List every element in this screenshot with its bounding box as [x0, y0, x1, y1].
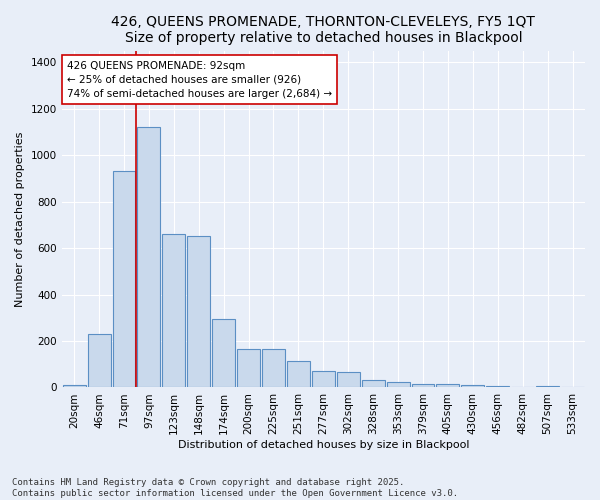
Bar — [137, 127, 160, 388]
Y-axis label: Number of detached properties: Number of detached properties — [15, 132, 25, 306]
Bar — [163, 234, 185, 388]
Bar — [487, 386, 509, 388]
Bar — [436, 384, 460, 388]
Bar — [312, 371, 335, 388]
Bar — [113, 172, 136, 388]
Bar — [212, 319, 235, 388]
Bar — [187, 236, 210, 388]
Title: 426, QUEENS PROMENADE, THORNTON-CLEVELEYS, FY5 1QT
Size of property relative to : 426, QUEENS PROMENADE, THORNTON-CLEVELEY… — [112, 15, 535, 45]
Bar — [88, 334, 110, 388]
Bar — [362, 380, 385, 388]
Bar — [386, 382, 410, 388]
Bar — [536, 386, 559, 388]
Text: Contains HM Land Registry data © Crown copyright and database right 2025.
Contai: Contains HM Land Registry data © Crown c… — [12, 478, 458, 498]
Bar — [287, 360, 310, 388]
Bar — [262, 349, 285, 388]
Text: 426 QUEENS PROMENADE: 92sqm
← 25% of detached houses are smaller (926)
74% of se: 426 QUEENS PROMENADE: 92sqm ← 25% of det… — [67, 60, 332, 98]
X-axis label: Distribution of detached houses by size in Blackpool: Distribution of detached houses by size … — [178, 440, 469, 450]
Bar — [337, 372, 360, 388]
Bar — [461, 385, 484, 388]
Bar — [237, 349, 260, 388]
Bar — [412, 384, 434, 388]
Bar — [62, 385, 86, 388]
